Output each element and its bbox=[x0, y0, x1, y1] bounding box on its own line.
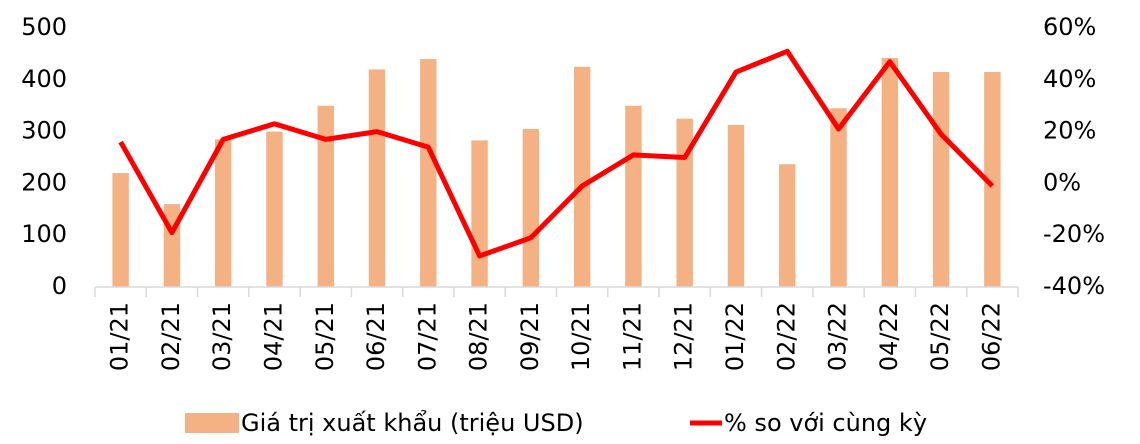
x-tick-label: 05/21 bbox=[311, 302, 339, 371]
x-tick-label: 09/21 bbox=[516, 302, 544, 371]
y-tick-label: 300 bbox=[21, 117, 67, 145]
bar bbox=[830, 108, 847, 287]
bar bbox=[984, 72, 1001, 287]
bar bbox=[727, 124, 745, 287]
bar bbox=[112, 173, 129, 287]
bar bbox=[522, 129, 540, 287]
bar bbox=[471, 140, 488, 287]
y2-tick-label: 40% bbox=[1043, 65, 1096, 93]
x-tick-label: 02/21 bbox=[157, 302, 185, 371]
x-tick-label: 05/22 bbox=[926, 302, 954, 371]
x-tick-label: 03/21 bbox=[208, 302, 236, 371]
y-tick-label: 200 bbox=[21, 168, 67, 196]
y2-tick-label: 60% bbox=[1043, 13, 1096, 41]
x-tick-label: 04/21 bbox=[259, 302, 287, 371]
x-tick-label: 04/22 bbox=[875, 302, 903, 371]
bar bbox=[573, 66, 591, 287]
bar bbox=[266, 131, 283, 287]
bar bbox=[368, 69, 386, 287]
x-tick-label: 01/21 bbox=[106, 302, 134, 371]
x-tick-label: 06/21 bbox=[362, 302, 390, 371]
x-tick-label: 08/21 bbox=[465, 302, 493, 371]
bar bbox=[881, 58, 899, 287]
y-tick-label: 0 bbox=[52, 272, 67, 300]
x-tick-label: 06/22 bbox=[977, 302, 1005, 371]
legend-label: % so với cùng kỳ bbox=[724, 409, 927, 437]
x-tick-label: 10/21 bbox=[567, 302, 595, 371]
legend-swatch bbox=[185, 413, 239, 433]
x-tick-label: 01/22 bbox=[721, 302, 749, 371]
legend-label: Giá trị xuất khẩu (triệu USD) bbox=[241, 409, 584, 437]
x-tick-label: 07/21 bbox=[413, 302, 441, 371]
x-tick-label: 12/21 bbox=[670, 302, 698, 371]
bar bbox=[932, 72, 950, 287]
x-tick-label: 03/22 bbox=[824, 302, 852, 371]
bar bbox=[214, 139, 232, 287]
x-tick-label: 02/22 bbox=[772, 302, 800, 371]
y-tick-label: 100 bbox=[21, 220, 67, 248]
line bbox=[118, 48, 995, 259]
bar bbox=[163, 204, 181, 287]
bar bbox=[625, 105, 642, 287]
bar bbox=[420, 59, 437, 287]
bar bbox=[317, 105, 334, 287]
bar bbox=[676, 118, 693, 288]
bar bbox=[779, 164, 796, 287]
y2-tick-label: 0% bbox=[1043, 168, 1081, 196]
x-tick-label: 11/21 bbox=[618, 302, 646, 371]
y2-tick-label: -40% bbox=[1043, 272, 1105, 300]
y2-tick-label: 20% bbox=[1043, 117, 1096, 145]
y-tick-label: 500 bbox=[21, 13, 67, 41]
y-tick-label: 400 bbox=[21, 65, 67, 93]
y2-tick-label: -20% bbox=[1043, 220, 1105, 248]
